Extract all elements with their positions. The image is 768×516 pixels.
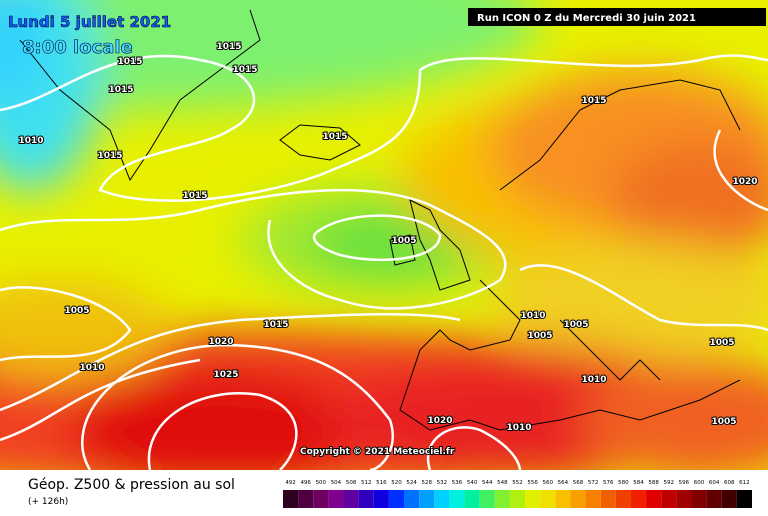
isobar-label: 1005 bbox=[709, 338, 734, 348]
scale-label: 584 bbox=[633, 480, 644, 486]
isobar-label: 1015 bbox=[117, 57, 142, 67]
time: 8:00 locale bbox=[22, 37, 133, 58]
isobar-label: 1015 bbox=[263, 320, 288, 330]
scale-swatch bbox=[540, 490, 556, 508]
footer-lead: (+ 126h) bbox=[28, 497, 68, 507]
scale-label: 508 bbox=[346, 480, 357, 486]
isobar-label: 1010 bbox=[581, 375, 606, 385]
scale-swatch bbox=[373, 490, 389, 508]
color-scale: 492 496 500 504 508 512 516 520 524 528 532 536 540 5… bbox=[283, 480, 752, 508]
isobars bbox=[0, 54, 768, 470]
scale-swatch bbox=[479, 490, 495, 508]
scale-swatch bbox=[585, 490, 601, 508]
isobar-label: 1020 bbox=[427, 416, 452, 426]
scale-swatch bbox=[646, 490, 662, 508]
isobar-label: 1015 bbox=[97, 151, 122, 161]
scale-label: 544 bbox=[482, 480, 493, 486]
isobar-label: 1010 bbox=[506, 423, 531, 433]
isobar-label: 1005 bbox=[64, 306, 89, 316]
scale-label: 540 bbox=[467, 480, 478, 486]
scale-swatch bbox=[494, 490, 510, 508]
isobar-label: 1015 bbox=[216, 42, 241, 52]
scale-label: 516 bbox=[376, 480, 387, 486]
scale-label: 532 bbox=[437, 480, 448, 486]
scale-label: 608 bbox=[724, 480, 735, 486]
field bbox=[0, 0, 768, 470]
scale-swatch bbox=[328, 490, 344, 508]
isobar-label: 1025 bbox=[213, 370, 238, 380]
scale-swatch bbox=[434, 490, 450, 508]
scale-swatch bbox=[721, 490, 737, 508]
scale-label: 588 bbox=[648, 480, 659, 486]
scale-label: 492 bbox=[285, 480, 296, 486]
scale-swatch bbox=[676, 490, 692, 508]
scale-label: 600 bbox=[694, 480, 705, 486]
isobar-label: 1005 bbox=[391, 236, 416, 246]
scale-label: 496 bbox=[300, 480, 311, 486]
scale-label: 520 bbox=[391, 480, 402, 486]
isobar-label: 1015 bbox=[232, 65, 257, 75]
coastlines bbox=[19, 9, 741, 431]
isobar-label: 1010 bbox=[520, 311, 545, 321]
scale-label: 568 bbox=[573, 480, 584, 486]
scale-label: 596 bbox=[679, 480, 690, 486]
isobar-label: 1015 bbox=[322, 132, 347, 142]
scale-swatch bbox=[358, 490, 374, 508]
scale-swatch bbox=[419, 490, 435, 508]
scale-label: 572 bbox=[588, 480, 599, 486]
copyright: Copyright © 2021 Meteociel.fr bbox=[300, 447, 455, 457]
scale-label: 512 bbox=[361, 480, 372, 486]
scale-swatch bbox=[449, 490, 465, 508]
scale-swatch bbox=[600, 490, 616, 508]
isobar-label: 1015 bbox=[182, 191, 207, 201]
isobar-label: 1010 bbox=[79, 363, 104, 373]
scale-label: 604 bbox=[709, 480, 720, 486]
scale-swatch bbox=[630, 490, 647, 508]
scale-swatch bbox=[298, 490, 314, 508]
scale-swatch bbox=[706, 490, 722, 508]
scale-swatch bbox=[313, 490, 329, 508]
isobar-label: 1020 bbox=[208, 337, 233, 347]
run-text: Run ICON 0 Z du Mercredi 30 juin 2021 bbox=[477, 13, 696, 24]
scale-label: 560 bbox=[543, 480, 554, 486]
scale-swatch bbox=[691, 490, 707, 508]
isobar-labels: 1015 1015 1015 1015 1010 1015 1015 1015 1005 1015… bbox=[17, 41, 758, 434]
isobar-label: 1005 bbox=[527, 331, 552, 341]
scale-swatch bbox=[283, 490, 299, 508]
scale-label: 612 bbox=[739, 480, 750, 486]
isobar-label: 1005 bbox=[711, 417, 736, 427]
scale-swatch bbox=[555, 490, 571, 508]
date: Lundi 5 juillet 2021 bbox=[8, 13, 171, 31]
scale-swatch bbox=[388, 490, 405, 508]
scale-swatch bbox=[343, 490, 359, 508]
scale-label: 592 bbox=[664, 480, 675, 486]
isobar-label: 1020 bbox=[732, 177, 757, 187]
scale-label: 524 bbox=[406, 480, 417, 486]
scale-label: 580 bbox=[618, 480, 629, 486]
scale-swatch bbox=[570, 490, 586, 508]
scale-swatch bbox=[736, 490, 752, 508]
scale-label: 552 bbox=[512, 480, 523, 486]
scale-label: 500 bbox=[316, 480, 327, 486]
scale-label: 564 bbox=[558, 480, 569, 486]
isobar-label: 1010 bbox=[18, 136, 43, 146]
isobar-label: 1005 bbox=[563, 320, 588, 330]
scale-label: 556 bbox=[527, 480, 538, 486]
run-box bbox=[468, 8, 766, 26]
scale-label: 536 bbox=[452, 480, 463, 486]
scale-label: 576 bbox=[603, 480, 614, 486]
scale-label: 548 bbox=[497, 480, 508, 486]
scale-label: 528 bbox=[421, 480, 432, 486]
footer-title: Géop. Z500 & pression au sol bbox=[28, 477, 235, 493]
scale-swatch bbox=[509, 490, 526, 508]
isobar-label: 1015 bbox=[581, 96, 606, 106]
isobar-label: 1015 bbox=[108, 85, 133, 95]
scale-swatch bbox=[615, 490, 631, 508]
scale-swatch bbox=[661, 490, 677, 508]
scale-swatch bbox=[464, 490, 480, 508]
scale-swatch bbox=[525, 490, 541, 508]
scale-label: 504 bbox=[331, 480, 342, 486]
scale-swatch bbox=[404, 490, 420, 508]
